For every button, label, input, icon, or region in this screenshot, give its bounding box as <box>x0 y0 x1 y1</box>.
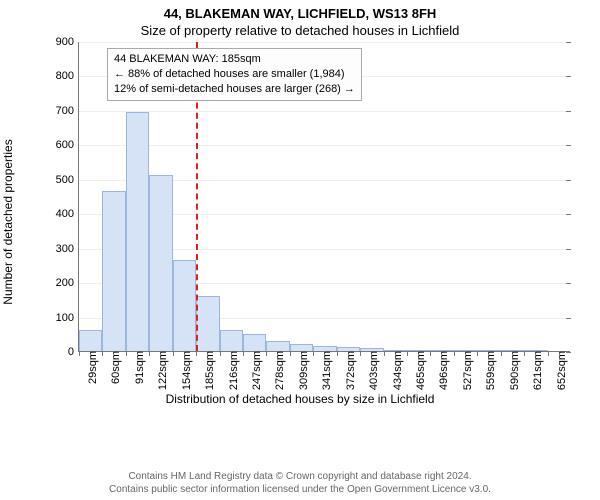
histogram-bar <box>126 112 149 351</box>
copyright-line: Contains public sector information licen… <box>0 483 600 496</box>
histogram-bar <box>266 341 289 351</box>
y-tick-label: 100 <box>56 312 79 324</box>
x-tick-label: 247sqm <box>247 351 263 390</box>
x-axis-label: Distribution of detached houses by size … <box>30 392 570 406</box>
x-tick-label: 496sqm <box>434 351 450 390</box>
x-tick-label: 434sqm <box>388 351 404 390</box>
y-tick-label: 0 <box>68 346 79 358</box>
copyright-line: Contains HM Land Registry data © Crown c… <box>0 470 600 483</box>
x-tick-label: 465sqm <box>411 351 427 390</box>
x-tick-label: 60sqm <box>106 351 122 384</box>
histogram-bar <box>220 330 243 351</box>
chart-area: Number of detached properties 0100200300… <box>30 42 570 402</box>
y-axis-label: Number of detached properties <box>1 139 15 304</box>
x-tick-label: 527sqm <box>458 351 474 390</box>
histogram-bar <box>102 191 125 351</box>
x-tick-label: 154sqm <box>177 351 193 390</box>
x-tick-label: 91sqm <box>130 351 146 384</box>
annotation-line: 44 BLAKEMAN WAY: 185sqm <box>114 52 355 67</box>
x-tick-label: 216sqm <box>224 351 240 390</box>
plot-region: 010020030040050060070080090029sqm60sqm91… <box>78 42 570 352</box>
x-tick-label: 652sqm <box>552 351 568 390</box>
annotation-line: 12% of semi-detached houses are larger (… <box>114 82 355 97</box>
x-tick-label: 341sqm <box>317 351 333 390</box>
y-tick-label: 500 <box>56 174 79 186</box>
y-tick-label: 800 <box>56 70 79 82</box>
x-tick-label: 29sqm <box>83 351 99 384</box>
chart-title-main: 44, BLAKEMAN WAY, LICHFIELD, WS13 8FH <box>0 0 600 21</box>
histogram-bar <box>149 175 172 351</box>
histogram-bar <box>196 296 219 351</box>
x-tick-label: 559sqm <box>481 351 497 390</box>
histogram-bar <box>290 344 313 351</box>
y-tick-label: 400 <box>56 208 79 220</box>
reference-annotation: 44 BLAKEMAN WAY: 185sqm ← 88% of detache… <box>107 48 362 101</box>
copyright-text: Contains HM Land Registry data © Crown c… <box>0 470 600 496</box>
annotation-line: ← 88% of detached houses are smaller (1,… <box>114 67 355 82</box>
x-tick-label: 590sqm <box>505 351 521 390</box>
chart-title-sub: Size of property relative to detached ho… <box>0 21 600 38</box>
x-tick-label: 403sqm <box>364 351 380 390</box>
x-tick-label: 278sqm <box>270 351 286 390</box>
y-tick-label: 300 <box>56 243 79 255</box>
x-tick-label: 621sqm <box>528 351 544 390</box>
histogram-bar <box>243 334 266 351</box>
y-tick-label: 600 <box>56 139 79 151</box>
x-tick-label: 309sqm <box>294 351 310 390</box>
y-tick-label: 700 <box>56 105 79 117</box>
x-tick-label: 185sqm <box>200 351 216 390</box>
y-tick-label: 900 <box>56 36 79 48</box>
histogram-bar <box>79 330 102 351</box>
x-tick-label: 122sqm <box>153 351 169 390</box>
y-tick-label: 200 <box>56 277 79 289</box>
x-tick-label: 372sqm <box>341 351 357 390</box>
histogram-bar <box>173 260 196 351</box>
